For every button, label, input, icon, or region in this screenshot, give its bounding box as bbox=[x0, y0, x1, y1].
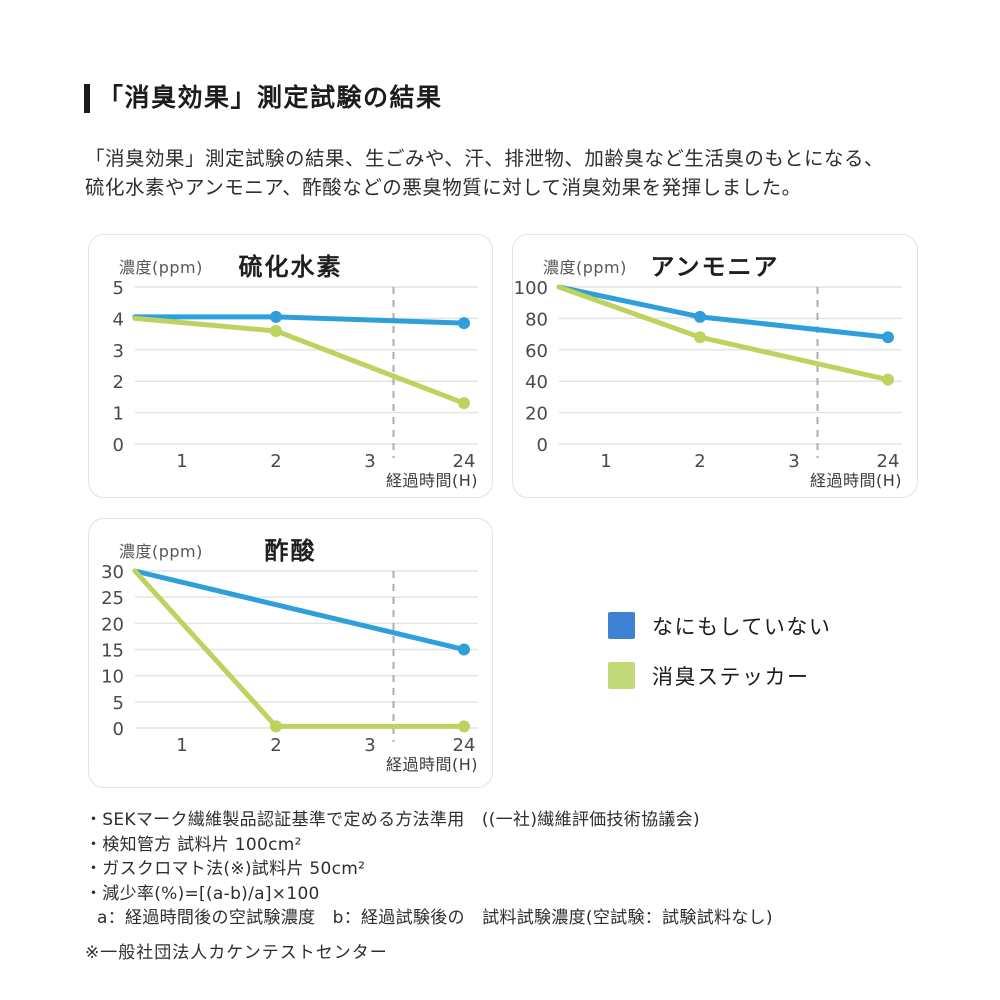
svg-text:経過時間(H): 経過時間(H) bbox=[386, 471, 478, 490]
chart-card-ammonia: 濃度(ppm) アンモニア 0 20 40 60 80 100 1 2 3 24 経過時間(H) bbox=[512, 234, 918, 498]
svg-text:10: 10 bbox=[101, 667, 124, 688]
svg-text:3: 3 bbox=[364, 451, 375, 472]
note-line-ab-definition: a：経過時間後の空試験濃度 b：経過試験後の 試料試験濃度(空試験：試験試料なし… bbox=[97, 908, 773, 928]
svg-text:3: 3 bbox=[113, 341, 124, 362]
svg-text:1: 1 bbox=[113, 404, 124, 425]
chart-header: 濃度(ppm) アンモニア bbox=[513, 235, 917, 281]
svg-text:100: 100 bbox=[514, 281, 548, 299]
chart-header: 濃度(ppm) 硫化水素 bbox=[89, 235, 492, 281]
svg-text:24: 24 bbox=[877, 451, 900, 472]
svg-text:20: 20 bbox=[525, 404, 548, 425]
note-line-detector-tube: ・検知管方 試料片 100cm² bbox=[85, 834, 302, 855]
svg-text:30: 30 bbox=[101, 565, 124, 583]
legend-swatch-green bbox=[608, 662, 635, 689]
title-accent-bar bbox=[84, 84, 90, 113]
svg-text:1: 1 bbox=[600, 451, 611, 472]
svg-text:0: 0 bbox=[537, 435, 548, 456]
intro-paragraph: 「消臭効果」測定試験の結果、生ごみや、汗、排泄物、加齢臭など生活臭のもとになる、… bbox=[85, 147, 885, 199]
legend-swatch-blue bbox=[608, 612, 635, 639]
legend-label-deodorant-sticker: 消臭ステッカー bbox=[652, 664, 810, 689]
legend-item-untreated: なにもしていない bbox=[608, 612, 831, 639]
chart-card-acetic-acid: 濃度(ppm) 酢酸 0 5 10 15 20 25 30 1 2 3 24 経過時間(H) bbox=[88, 518, 493, 788]
y-axis-unit-label: 濃度(ppm) bbox=[119, 542, 203, 561]
page-title: 「消臭効果」測定試験の結果 bbox=[98, 83, 443, 112]
legend-item-deodorant-sticker: 消臭ステッカー bbox=[608, 662, 831, 689]
y-axis-unit-label: 濃度(ppm) bbox=[119, 258, 203, 277]
svg-text:40: 40 bbox=[525, 372, 548, 393]
svg-text:0: 0 bbox=[113, 435, 124, 456]
svg-text:4: 4 bbox=[113, 309, 124, 330]
chart-title-ammonia: アンモニア bbox=[650, 253, 780, 281]
note-line-reduction-formula: ・減少率(%)=[(a-b)/a]×100 bbox=[85, 883, 320, 904]
svg-text:60: 60 bbox=[525, 341, 548, 362]
svg-text:2: 2 bbox=[694, 451, 705, 472]
svg-text:24: 24 bbox=[453, 735, 476, 756]
svg-text:5: 5 bbox=[113, 281, 124, 299]
chart-title-acetic-acid: 酢酸 bbox=[264, 537, 317, 565]
chart-header: 濃度(ppm) 酢酸 bbox=[89, 519, 492, 565]
svg-text:1: 1 bbox=[176, 451, 187, 472]
svg-text:80: 80 bbox=[525, 309, 548, 330]
note-line-sek: ・SEKマーク繊維製品認証基準で定める方法準用 ((一社)繊維評価技術協議会) bbox=[85, 810, 700, 830]
svg-text:経過時間(H): 経過時間(H) bbox=[810, 471, 902, 490]
svg-text:2: 2 bbox=[270, 735, 281, 756]
svg-text:2: 2 bbox=[270, 451, 281, 472]
svg-text:1: 1 bbox=[176, 735, 187, 756]
svg-text:3: 3 bbox=[788, 451, 799, 472]
legend-label-untreated: なにもしていない bbox=[652, 614, 832, 639]
chart-title-hydrogen-sulfide: 硫化水素 bbox=[238, 253, 343, 281]
note-line-gas-chromatography: ・ガスクロマト法(※)試料片 50cm² bbox=[85, 859, 366, 879]
svg-text:15: 15 bbox=[101, 641, 124, 662]
svg-text:経過時間(H): 経過時間(H) bbox=[386, 755, 478, 774]
y-axis-unit-label: 濃度(ppm) bbox=[543, 258, 627, 277]
chart-legend: なにもしていない 消臭ステッカー bbox=[608, 612, 831, 712]
footnote-test-center: ※一般社団法人カケンテストセンター bbox=[85, 943, 388, 963]
svg-text:24: 24 bbox=[453, 451, 476, 472]
svg-text:0: 0 bbox=[113, 719, 124, 740]
svg-text:20: 20 bbox=[101, 614, 124, 635]
method-notes: ・SEKマーク繊維製品認証基準で定める方法準用 ((一社)繊維評価技術協議会) … bbox=[85, 808, 945, 931]
svg-text:25: 25 bbox=[101, 588, 124, 609]
svg-text:3: 3 bbox=[364, 735, 375, 756]
svg-text:5: 5 bbox=[113, 693, 124, 714]
chart-card-hydrogen-sulfide: 濃度(ppm) 硫化水素 0 1 2 3 4 5 1 2 3 24 経過時間(H) bbox=[88, 234, 493, 498]
svg-text:2: 2 bbox=[113, 372, 124, 393]
